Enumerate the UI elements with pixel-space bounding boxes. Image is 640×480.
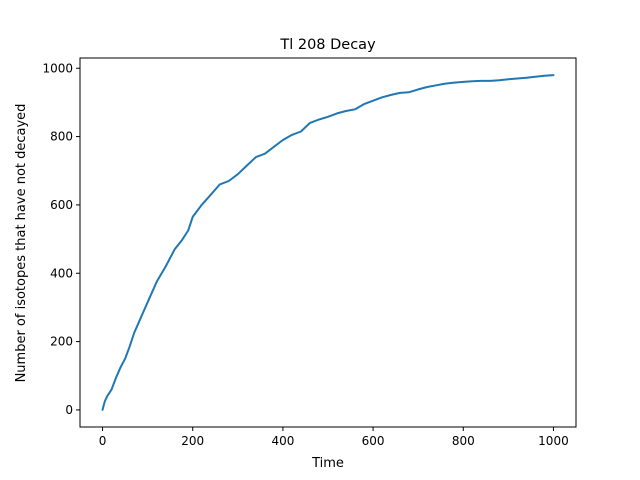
chart-title: Tl 208 Decay bbox=[279, 37, 376, 53]
y-tick-label: 0 bbox=[65, 403, 73, 417]
x-tick-label: 400 bbox=[271, 434, 294, 448]
x-tick-label: 600 bbox=[362, 434, 385, 448]
x-tick-label: 1000 bbox=[538, 434, 569, 448]
series-line bbox=[101, 74, 555, 411]
y-tick-label: 400 bbox=[50, 266, 73, 280]
y-axis: 0 200 400 600 800 1000 bbox=[42, 61, 80, 417]
x-tick-label: 800 bbox=[452, 434, 475, 448]
y-tick-label: 600 bbox=[50, 198, 73, 212]
x-tick-label: 0 bbox=[99, 434, 107, 448]
plot-area bbox=[101, 74, 555, 411]
y-axis-label: Number of isotopes that have not decayed bbox=[14, 104, 29, 383]
y-tick-label: 800 bbox=[50, 130, 73, 144]
y-tick-label: 200 bbox=[50, 335, 73, 349]
x-axis-label: Time bbox=[311, 456, 344, 471]
x-tick-label: 200 bbox=[181, 434, 204, 448]
x-axis: 0 200 400 600 800 1000 bbox=[99, 427, 569, 448]
y-tick-label: 1000 bbox=[42, 61, 73, 75]
axes-frame bbox=[79, 57, 577, 428]
